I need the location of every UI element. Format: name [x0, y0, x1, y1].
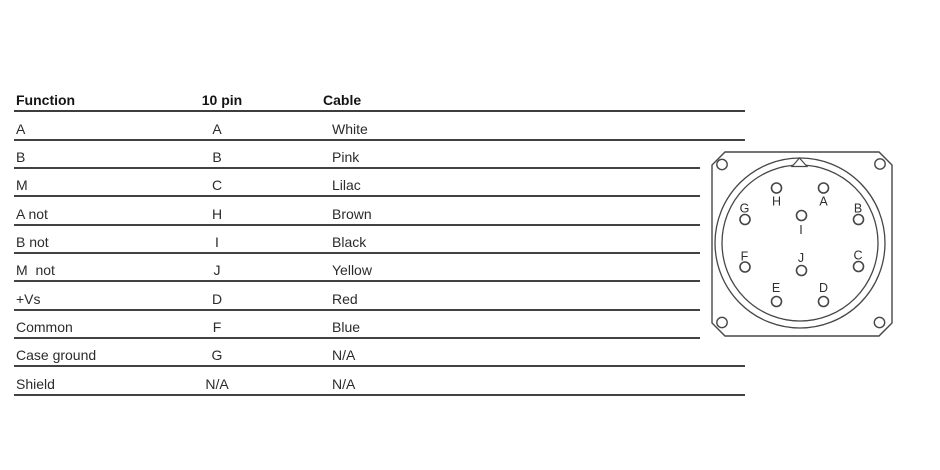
pin-e-hole	[770, 295, 783, 308]
pin-h-hole	[770, 182, 783, 194]
row-function: +Vs	[16, 290, 41, 307]
pin-d-label: D	[819, 281, 828, 295]
row-pin: J	[213, 262, 221, 279]
header-cable: Cable	[323, 92, 362, 109]
row-function: Case ground	[16, 347, 97, 364]
row-cable: N/A	[332, 347, 356, 364]
connector-diagram: H A G B I F C J E D	[711, 151, 893, 337]
pin-b-hole	[852, 213, 865, 226]
row-cable: Red	[332, 290, 358, 307]
table-row: B B Pink	[14, 141, 700, 169]
row-function: M	[16, 177, 28, 194]
table-row: A A White	[14, 112, 745, 141]
row-function: B not	[16, 233, 49, 250]
pin-d-hole	[817, 295, 830, 308]
row-pin: C	[211, 177, 223, 194]
pin-h-label: H	[772, 195, 781, 209]
row-cable: White	[332, 120, 368, 137]
row-cable: Black	[332, 233, 367, 250]
table-row: Case ground G N/A	[14, 339, 745, 368]
row-function: Common	[16, 318, 73, 335]
pin-f-hole	[739, 261, 751, 273]
table-row: +Vs D Red	[14, 282, 700, 311]
pin-g-label: G	[740, 202, 750, 216]
row-cable: Pink	[332, 148, 360, 165]
pin-e-label: E	[772, 281, 780, 295]
row-cable: Brown	[332, 205, 372, 222]
row-function: B	[16, 148, 26, 165]
table-row: M not J Yellow	[14, 254, 700, 283]
row-pin: G	[211, 347, 223, 364]
table-row: M C Lilac	[14, 169, 700, 198]
pin-a-hole	[817, 182, 830, 194]
row-pin: B	[212, 148, 222, 165]
table-body: A A White B B Pink M C Lilac A not H Brown B not I Bla…	[14, 112, 745, 396]
row-function: Shield	[16, 375, 55, 392]
table-header-row: Function 10 pin Cable	[14, 90, 745, 113]
pin-c-hole	[852, 260, 865, 273]
pin-a-label: A	[819, 195, 828, 209]
table-row: Shield N/A N/A	[14, 367, 745, 396]
pin-j-label: J	[798, 251, 804, 265]
mount-hole-bottom-left	[716, 316, 728, 329]
pin-c-label: C	[853, 249, 862, 263]
row-pin: I	[215, 233, 219, 250]
row-function: A not	[16, 205, 48, 222]
row-cable: Blue	[332, 318, 361, 335]
table-row: Common F Blue	[14, 311, 700, 339]
row-pin: H	[211, 205, 223, 222]
mount-hole-bottom-right	[873, 316, 886, 329]
row-pin: A	[212, 120, 222, 137]
row-cable: Lilac	[332, 177, 361, 194]
row-pin: N/A	[205, 375, 229, 392]
pin-g-hole	[739, 213, 751, 226]
row-pin: D	[211, 290, 223, 307]
pin-f-label: F	[741, 250, 749, 264]
table-row: A not H Brown	[14, 197, 700, 226]
row-cable: Yellow	[332, 262, 372, 279]
pin-i-label: I	[799, 223, 802, 237]
table-row: B not I Black	[14, 226, 700, 254]
row-function: M not	[16, 262, 55, 279]
row-cable: N/A	[332, 375, 356, 392]
row-pin: F	[212, 318, 222, 335]
pin-i-hole	[795, 209, 808, 222]
header-function: Function	[16, 92, 76, 109]
connector-flange	[711, 151, 893, 337]
mount-hole-top-right	[874, 158, 886, 170]
keyway-notch	[790, 157, 809, 168]
pin-j-hole	[795, 264, 808, 277]
row-function: A	[16, 120, 26, 137]
mount-hole-top-left	[716, 158, 728, 171]
pin-b-label: B	[854, 202, 862, 216]
header-10pin: 10 pin	[201, 92, 243, 109]
